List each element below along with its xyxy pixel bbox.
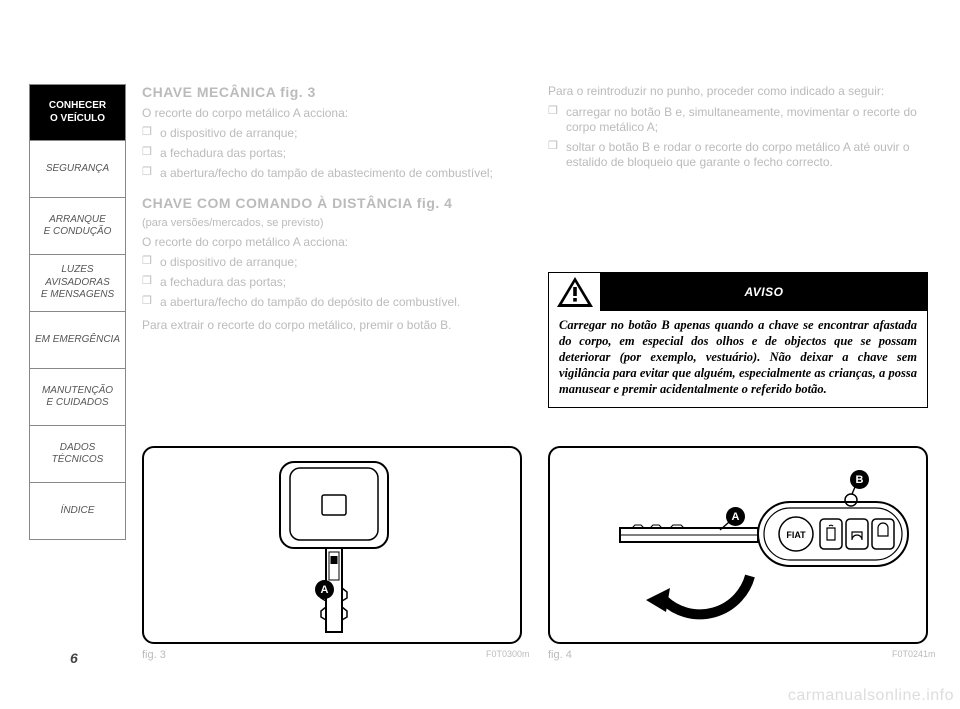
sidebar-item-label: LUZES AVISADORASE MENSAGENS: [34, 264, 121, 302]
warning-header: AVISO: [549, 273, 927, 311]
figure-3: A: [142, 446, 522, 644]
sidebar-item-arranque[interactable]: ARRANQUEE CONDUÇÃO: [29, 198, 126, 255]
callout-a: A: [315, 580, 334, 599]
sidebar-item-label: ÍNDICE: [61, 505, 95, 518]
sidebar-item-emergencia[interactable]: EM EMERGÊNCIA: [29, 312, 126, 369]
sidebar-item-label: SEGURANÇA: [46, 163, 109, 176]
sidebar-item-manutencao[interactable]: MANUTENÇÃOE CUIDADOS: [29, 369, 126, 426]
sidebar-item-label: MANUTENÇÃOE CUIDADOS: [42, 385, 113, 410]
sidebar-item-label: ARRANQUEE CONDUÇÃO: [44, 214, 112, 239]
lead-right: Para o reintroduzir no punho, proceder c…: [548, 84, 928, 99]
subtitle-2: (para versões/mercados, se previsto): [142, 217, 522, 229]
figure-3-code: F0T0300m: [486, 649, 530, 659]
warning-body: Carregar no botão B apenas quando a chav…: [549, 311, 927, 407]
sidebar-item-seguranca[interactable]: SEGURANÇA: [29, 141, 126, 198]
warning-box: AVISO Carregar no botão B apenas quando …: [548, 272, 928, 408]
key-remote-illustration: FIAT: [550, 448, 930, 646]
bullet-item: a fechadura das portas;: [142, 275, 522, 290]
heading-chave-mecanica: CHAVE MECÂNICA fig. 3: [142, 84, 522, 100]
page-number: 6: [70, 650, 78, 666]
bullet-item: o dispositivo de arranque;: [142, 126, 522, 141]
figure-4-code: F0T0241m: [892, 649, 936, 659]
bullet-item: a abertura/fecho do tampão de abastecime…: [142, 166, 522, 181]
lead-1: O recorte do corpo metálico A acciona:: [142, 106, 522, 120]
bullet-item: a abertura/fecho do tampão do depósito d…: [142, 295, 522, 310]
figure-4: FIAT A B: [548, 446, 928, 644]
sidebar: CONHECERO VEÍCULO SEGURANÇA ARRANQUEE CO…: [29, 84, 126, 540]
bullets-2: o dispositivo de arranque; a fechadura d…: [142, 255, 522, 310]
sidebar-item-dados[interactable]: DADOS TÉCNICOS: [29, 426, 126, 483]
sidebar-item-luzes[interactable]: LUZES AVISADORASE MENSAGENS: [29, 255, 126, 312]
warning-title: AVISO: [601, 273, 927, 311]
key-mechanical-illustration: [144, 448, 524, 646]
column-left: CHAVE MECÂNICA fig. 3 O recorte do corpo…: [142, 84, 522, 339]
column-right: Para o reintroduzir no punho, proceder c…: [548, 84, 928, 178]
watermark: carmanualsonline.info: [788, 687, 954, 705]
bullet-item: soltar o botão B e rodar o recorte do co…: [548, 140, 928, 170]
svg-text:FIAT: FIAT: [786, 530, 806, 540]
warning-triangle-icon: [549, 273, 601, 311]
bullet-item: o dispositivo de arranque;: [142, 255, 522, 270]
callout-a: A: [726, 507, 745, 526]
bullets-1: o dispositivo de arranque; a fechadura d…: [142, 126, 522, 181]
heading-chave-comando: CHAVE COM COMANDO À DISTÂNCIA fig. 4: [142, 195, 522, 211]
callout-b: B: [850, 470, 869, 489]
lead-2: O recorte do corpo metálico A acciona:: [142, 235, 522, 249]
figure-4-caption: fig. 4: [548, 649, 572, 661]
bullet-item: a fechadura das portas;: [142, 146, 522, 161]
figure-3-caption: fig. 3: [142, 649, 166, 661]
sidebar-item-label: CONHECERO VEÍCULO: [49, 100, 106, 125]
sidebar-item-conhecer[interactable]: CONHECERO VEÍCULO: [29, 84, 126, 141]
sidebar-item-indice[interactable]: ÍNDICE: [29, 483, 126, 540]
bullet-item: carregar no botão B e, simultaneamente, …: [548, 105, 928, 135]
sidebar-item-label: DADOS TÉCNICOS: [34, 442, 121, 467]
sidebar-item-label: EM EMERGÊNCIA: [35, 334, 120, 347]
bullets-right: carregar no botão B e, simultaneamente, …: [548, 105, 928, 170]
para-extract: Para extrair o recorte do corpo metálico…: [142, 318, 522, 333]
